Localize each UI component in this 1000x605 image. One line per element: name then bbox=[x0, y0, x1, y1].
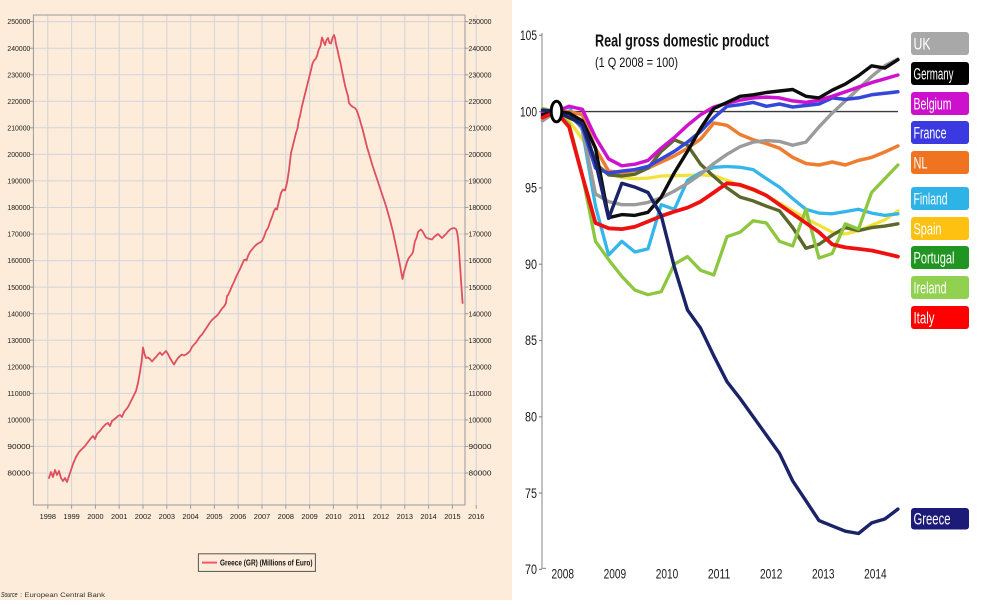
svg-text:80: 80 bbox=[525, 410, 537, 425]
svg-text:210000: 210000 bbox=[469, 123, 492, 132]
svg-text:2013: 2013 bbox=[397, 512, 413, 521]
svg-text:95: 95 bbox=[525, 181, 537, 196]
svg-text:140000: 140000 bbox=[469, 309, 492, 318]
svg-text:160000: 160000 bbox=[469, 256, 492, 265]
svg-text:2002: 2002 bbox=[135, 512, 151, 521]
svg-text:2003: 2003 bbox=[159, 512, 175, 521]
svg-text:120000: 120000 bbox=[469, 362, 492, 371]
svg-text:85: 85 bbox=[525, 333, 537, 348]
svg-text:90000: 90000 bbox=[7, 442, 30, 451]
svg-text:75: 75 bbox=[525, 486, 537, 501]
svg-text:2012: 2012 bbox=[760, 567, 783, 582]
svg-text:2008: 2008 bbox=[278, 512, 294, 521]
svg-text:90000: 90000 bbox=[469, 442, 492, 451]
svg-text:100: 100 bbox=[520, 104, 537, 119]
svg-text:230000: 230000 bbox=[7, 70, 30, 79]
svg-text:120000: 120000 bbox=[7, 362, 30, 371]
svg-text:1999: 1999 bbox=[63, 512, 79, 521]
svg-text:190000: 190000 bbox=[469, 177, 492, 186]
svg-text:Italy: Italy bbox=[914, 309, 935, 328]
svg-text:2016: 2016 bbox=[468, 512, 484, 521]
svg-text:230000: 230000 bbox=[469, 70, 492, 79]
svg-text:210000: 210000 bbox=[7, 123, 30, 132]
svg-text:250000: 250000 bbox=[469, 17, 492, 26]
svg-text:2011: 2011 bbox=[349, 512, 365, 521]
svg-text:80000: 80000 bbox=[7, 469, 30, 478]
svg-text:180000: 180000 bbox=[7, 203, 30, 212]
svg-text:2013: 2013 bbox=[812, 567, 835, 582]
svg-text:2014: 2014 bbox=[864, 567, 887, 582]
svg-text:170000: 170000 bbox=[469, 230, 492, 239]
svg-text:130000: 130000 bbox=[469, 336, 492, 345]
svg-text:90: 90 bbox=[525, 257, 537, 272]
svg-text:2014: 2014 bbox=[420, 512, 436, 521]
svg-text:250000: 250000 bbox=[7, 17, 30, 26]
svg-text:2006: 2006 bbox=[230, 512, 246, 521]
svg-text:Ireland: Ireland bbox=[914, 279, 947, 298]
svg-text:(1 Q 2008 = 100): (1 Q 2008 = 100) bbox=[595, 54, 678, 70]
svg-text:UK: UK bbox=[914, 35, 931, 54]
svg-text:110000: 110000 bbox=[469, 389, 492, 398]
svg-text:Germany: Germany bbox=[914, 65, 954, 84]
svg-text:Spain: Spain bbox=[914, 220, 942, 239]
svg-text:100000: 100000 bbox=[7, 416, 30, 425]
svg-text:2008: 2008 bbox=[552, 567, 575, 582]
svg-text:220000: 220000 bbox=[469, 97, 492, 106]
svg-text:200000: 200000 bbox=[469, 150, 492, 159]
svg-text:105: 105 bbox=[520, 28, 537, 43]
svg-text:2004: 2004 bbox=[182, 512, 198, 521]
svg-text:2005: 2005 bbox=[206, 512, 222, 521]
svg-text:2007: 2007 bbox=[254, 512, 270, 521]
svg-text:190000: 190000 bbox=[7, 177, 30, 186]
svg-text:180000: 180000 bbox=[469, 203, 492, 212]
svg-text:: European Central Bank: : European Central Bank bbox=[20, 592, 106, 599]
svg-text:80000: 80000 bbox=[469, 469, 492, 478]
svg-text:200000: 200000 bbox=[7, 150, 30, 159]
svg-text:150000: 150000 bbox=[469, 283, 492, 292]
svg-text:2010: 2010 bbox=[325, 512, 341, 521]
svg-text:Belgium: Belgium bbox=[914, 95, 952, 114]
svg-text:220000: 220000 bbox=[7, 97, 30, 106]
svg-text:2012: 2012 bbox=[373, 512, 389, 521]
svg-text:2011: 2011 bbox=[708, 567, 731, 582]
svg-text:France: France bbox=[914, 124, 947, 143]
svg-text:130000: 130000 bbox=[7, 336, 30, 345]
svg-text:240000: 240000 bbox=[7, 44, 30, 53]
svg-text:110000: 110000 bbox=[7, 389, 30, 398]
svg-text:Greece: Greece bbox=[914, 510, 951, 529]
svg-text:160000: 160000 bbox=[7, 256, 30, 265]
svg-text:Source: Source bbox=[1, 590, 18, 599]
svg-text:240000: 240000 bbox=[469, 44, 492, 53]
svg-text:100000: 100000 bbox=[469, 416, 492, 425]
svg-text:Real gross domestic product: Real gross domestic product bbox=[595, 31, 769, 51]
svg-text:2015: 2015 bbox=[444, 512, 460, 521]
svg-text:2009: 2009 bbox=[604, 567, 627, 582]
svg-text:2001: 2001 bbox=[111, 512, 127, 521]
svg-text:2010: 2010 bbox=[656, 567, 679, 582]
svg-text:2000: 2000 bbox=[87, 512, 103, 521]
svg-text:Greece (GR) (Millions of Euro): Greece (GR) (Millions of Euro) bbox=[220, 559, 313, 568]
svg-text:170000: 170000 bbox=[7, 230, 30, 239]
svg-text:70: 70 bbox=[525, 562, 537, 577]
svg-text:Portugal: Portugal bbox=[914, 249, 955, 268]
svg-text:140000: 140000 bbox=[7, 309, 30, 318]
svg-text:Finland: Finland bbox=[914, 190, 948, 209]
svg-text:2009: 2009 bbox=[301, 512, 317, 521]
svg-text:1998: 1998 bbox=[40, 512, 56, 521]
svg-text:NL: NL bbox=[914, 154, 928, 173]
svg-text:150000: 150000 bbox=[7, 283, 30, 292]
